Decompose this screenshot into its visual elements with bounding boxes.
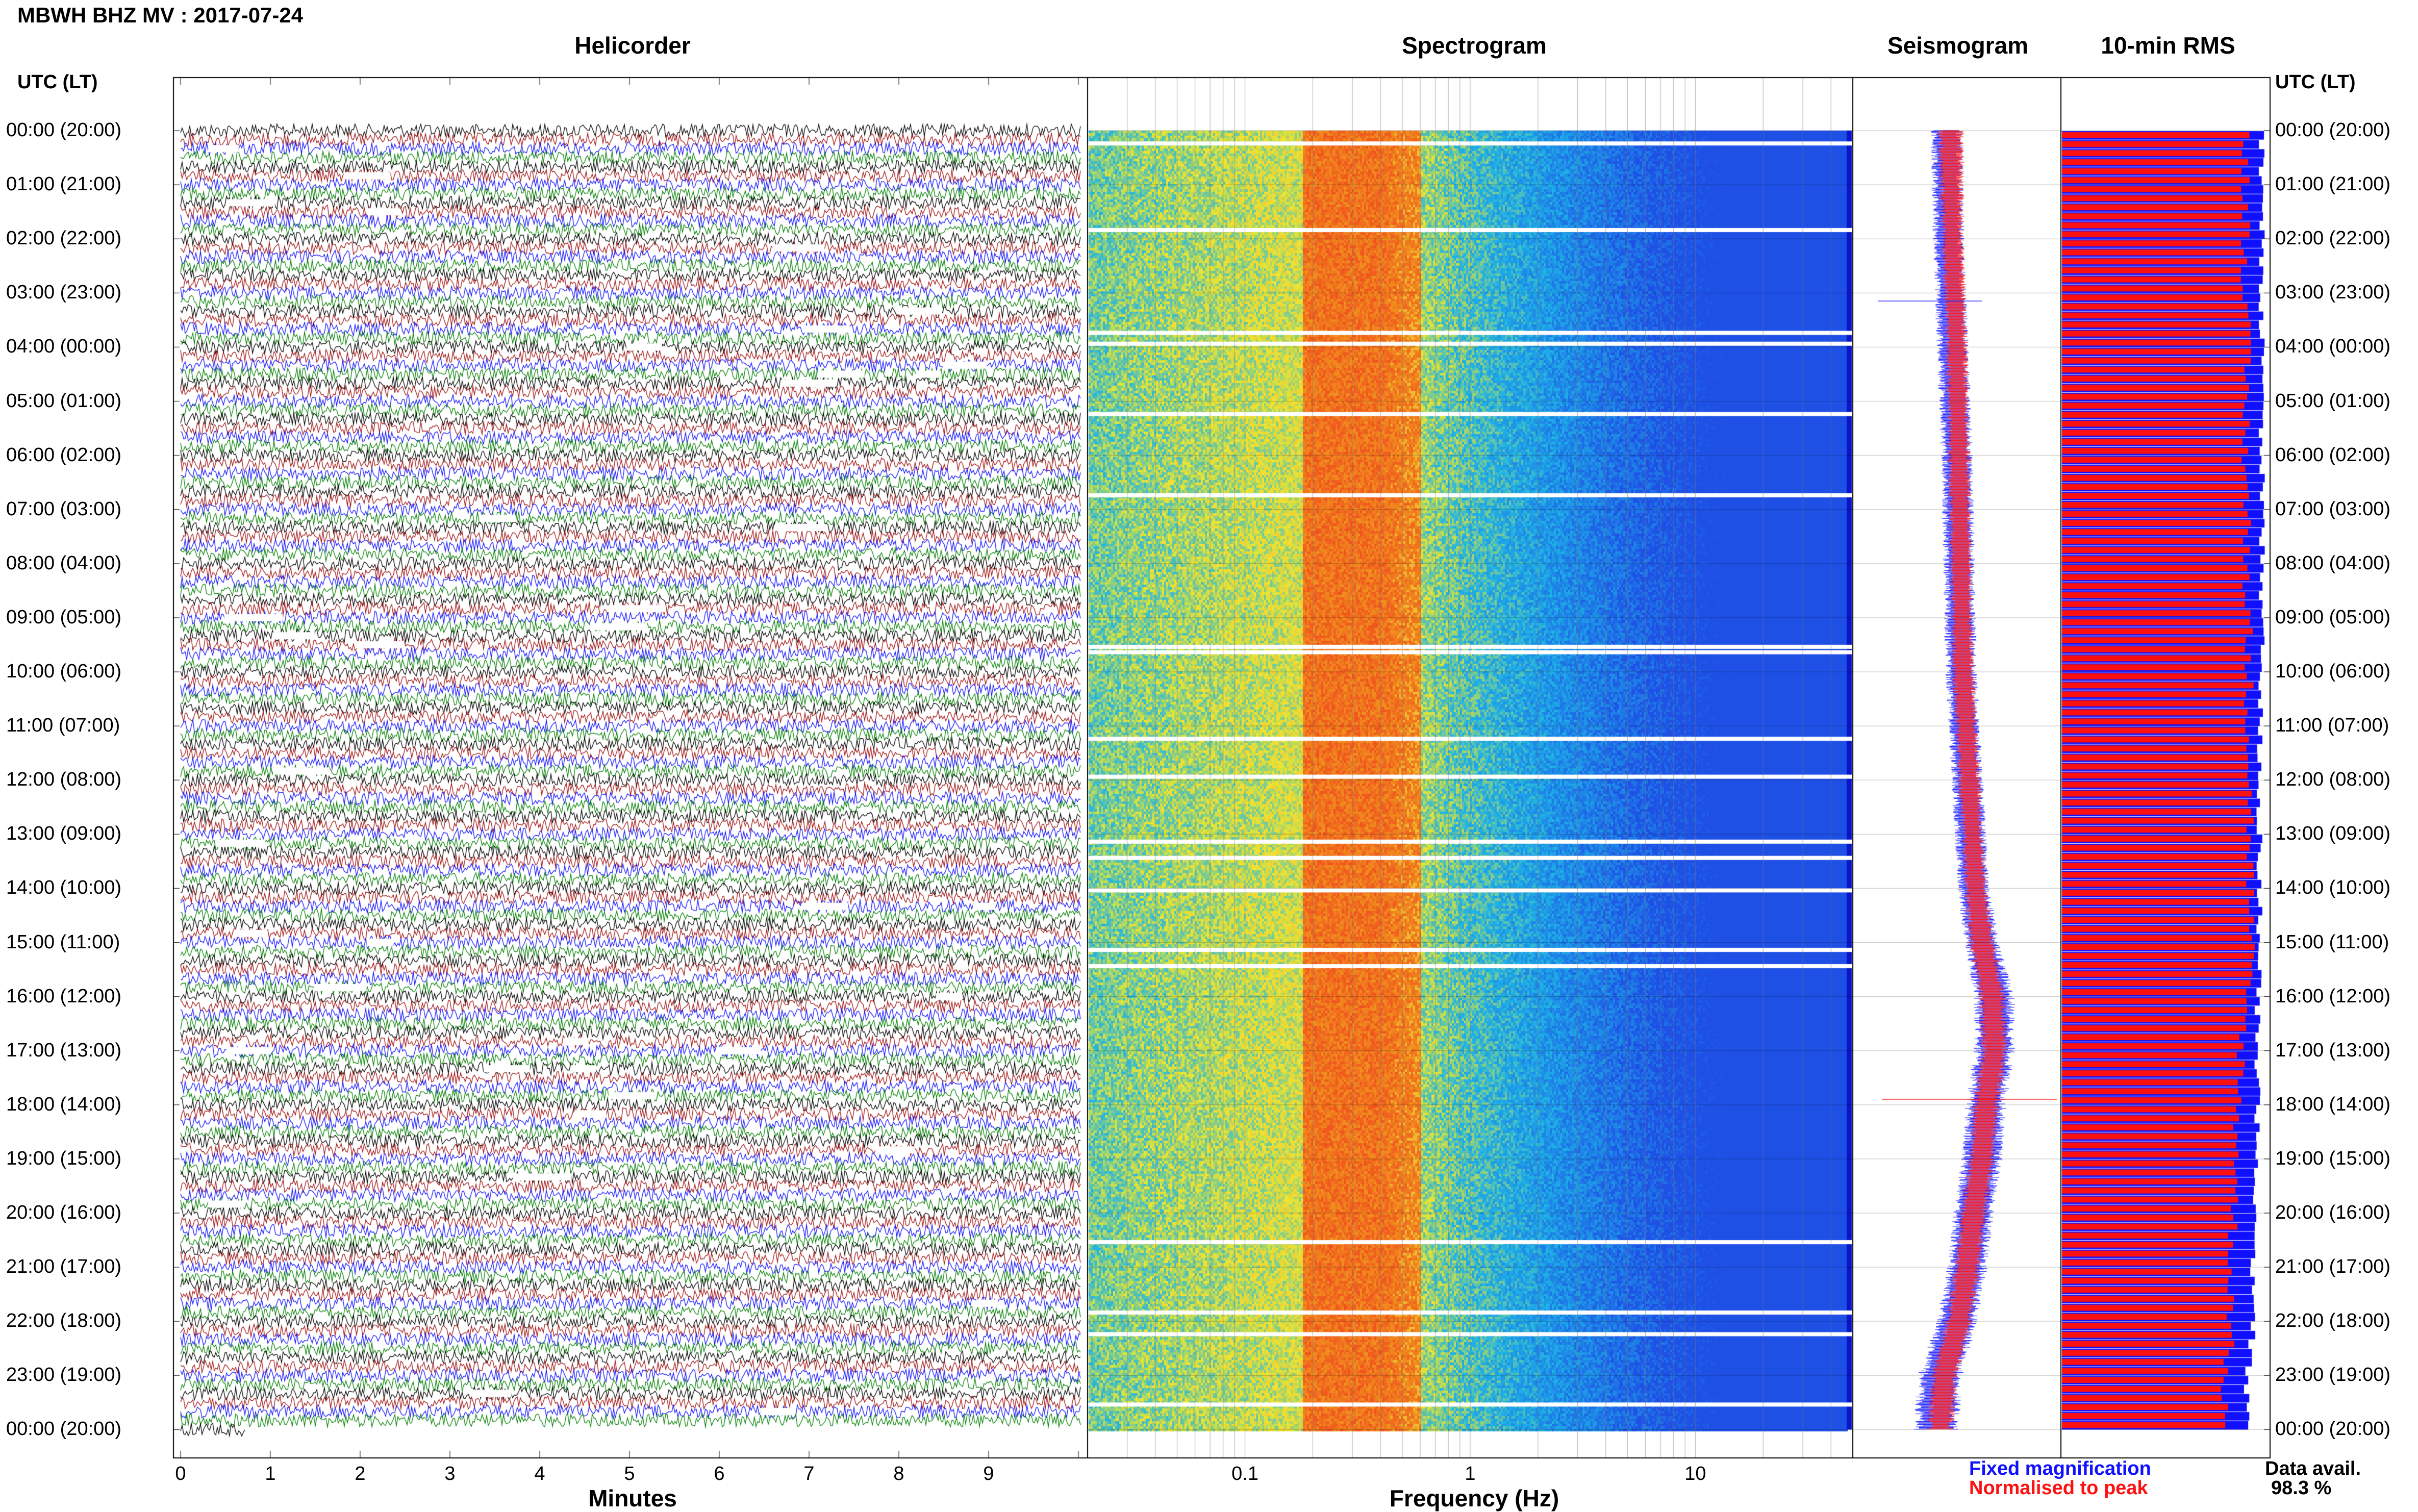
- station-title: MBWH BHZ MV : 2017-07-24: [17, 3, 304, 27]
- spectrogram-x-tick-label: 10: [1684, 1463, 1706, 1484]
- helicorder-x-tick-label: 1: [265, 1463, 276, 1484]
- right-time-tick-label: 13:00 (09:00): [2275, 823, 2391, 845]
- left-time-tick-label: 23:00 (19:00): [6, 1364, 122, 1386]
- left-time-tick-label: 19:00 (15:00): [6, 1147, 122, 1169]
- right-time-tick-label: 18:00 (14:00): [2275, 1093, 2391, 1115]
- right-time-tick-label: 01:00 (21:00): [2275, 173, 2391, 195]
- right-time-tick-label: 02:00 (22:00): [2275, 228, 2391, 249]
- left-time-tick-label: 21:00 (17:00): [6, 1256, 122, 1278]
- left-time-tick-label: 14:00 (10:00): [6, 877, 122, 899]
- right-time-tick-label: 04:00 (00:00): [2275, 336, 2391, 358]
- spectrogram-x-tick-label: 1: [1465, 1463, 1476, 1484]
- left-time-tick-label: 03:00 (23:00): [6, 282, 122, 304]
- minutes-axis-label: Minutes: [588, 1485, 677, 1511]
- right-time-tick-label: 21:00 (17:00): [2275, 1256, 2391, 1278]
- right-time-tick-label: 09:00 (05:00): [2275, 606, 2391, 628]
- left-time-tick-label: 07:00 (03:00): [6, 498, 122, 520]
- left-time-tick-label: 01:00 (21:00): [6, 173, 122, 195]
- left-time-tick-label: 02:00 (22:00): [6, 228, 122, 249]
- right-time-tick-label: 12:00 (08:00): [2275, 769, 2391, 791]
- helicorder-x-tick-label: 6: [714, 1463, 725, 1484]
- left-time-tick-label: 10:00 (06:00): [6, 661, 122, 682]
- left-time-tick-label: 16:00 (12:00): [6, 985, 122, 1007]
- right-time-tick-label: 00:00 (20:00): [2275, 119, 2391, 141]
- left-time-tick-label: 18:00 (14:00): [6, 1093, 122, 1115]
- left-time-tick-label: 13:00 (09:00): [6, 823, 122, 845]
- frequency-axis-label: Frequency (Hz): [1389, 1485, 1559, 1511]
- right-time-tick-label: 07:00 (03:00): [2275, 498, 2391, 520]
- right-time-tick-label: 17:00 (13:00): [2275, 1039, 2391, 1061]
- spectrogram-title: Spectrogram: [1402, 32, 1547, 59]
- right-time-tick-label: 08:00 (04:00): [2275, 552, 2391, 574]
- right-time-tick-label: 15:00 (11:00): [2275, 931, 2389, 953]
- left-time-tick-label: 04:00 (00:00): [6, 336, 122, 358]
- left-time-tick-label: 00:00 (20:00): [6, 1418, 122, 1440]
- seismogram-title: Seismogram: [1887, 32, 2029, 59]
- left-time-tick-label: 00:00 (20:00): [6, 119, 122, 141]
- right-time-tick-label: 05:00 (01:00): [2275, 390, 2391, 412]
- right-time-tick-label: 11:00 (07:00): [2275, 715, 2389, 737]
- helicorder-x-tick-label: 4: [534, 1463, 545, 1484]
- left-time-tick-label: 20:00 (16:00): [6, 1202, 122, 1223]
- helicorder-x-tick-label: 7: [803, 1463, 815, 1484]
- right-time-tick-label: 19:00 (15:00): [2275, 1147, 2391, 1169]
- helicorder-title: Helicorder: [574, 32, 691, 59]
- left-time-tick-label: 12:00 (08:00): [6, 769, 122, 791]
- left-time-tick-label: 15:00 (11:00): [6, 931, 120, 953]
- data-avail-value: 98.3 %: [2271, 1477, 2332, 1499]
- helicorder-x-tick-label: 8: [893, 1463, 904, 1484]
- right-utc-lt-label: UTC (LT): [2275, 71, 2356, 93]
- right-time-tick-label: 03:00 (23:00): [2275, 282, 2391, 304]
- right-time-tick-label: 20:00 (16:00): [2275, 1202, 2391, 1223]
- right-time-tick-label: 06:00 (02:00): [2275, 444, 2391, 466]
- legend-normalised-to-peak: Normalised to peak: [1969, 1477, 2148, 1499]
- spectrogram-x-tick-label: 0.1: [1231, 1463, 1258, 1484]
- helicorder-x-tick-label: 3: [444, 1463, 456, 1484]
- left-time-tick-label: 17:00 (13:00): [6, 1039, 122, 1061]
- helicorder-x-tick-label: 2: [355, 1463, 366, 1484]
- right-time-tick-label: 22:00 (18:00): [2275, 1310, 2391, 1332]
- helicorder-x-tick-label: 9: [983, 1463, 994, 1484]
- left-time-tick-label: 11:00 (07:00): [6, 715, 120, 737]
- legend-fixed-magnification: Fixed magnification: [1969, 1458, 2151, 1479]
- left-time-tick-label: 08:00 (04:00): [6, 552, 122, 574]
- right-time-tick-label: 23:00 (19:00): [2275, 1364, 2391, 1386]
- right-time-tick-label: 16:00 (12:00): [2275, 985, 2391, 1007]
- helicorder-x-tick-label: 5: [624, 1463, 635, 1484]
- helicorder-x-tick-label: 0: [175, 1463, 186, 1484]
- right-time-tick-label: 14:00 (10:00): [2275, 877, 2391, 899]
- left-time-tick-label: 22:00 (18:00): [6, 1310, 122, 1332]
- left-time-tick-label: 09:00 (05:00): [6, 606, 122, 628]
- data-avail-label: Data avail.: [2265, 1458, 2361, 1479]
- left-utc-lt-label: UTC (LT): [17, 71, 98, 93]
- right-time-tick-label: 10:00 (06:00): [2275, 661, 2391, 682]
- right-time-tick-label: 00:00 (20:00): [2275, 1418, 2391, 1440]
- left-time-tick-label: 05:00 (01:00): [6, 390, 122, 412]
- rms-title: 10-min RMS: [2101, 32, 2235, 59]
- left-time-tick-label: 06:00 (02:00): [6, 444, 122, 466]
